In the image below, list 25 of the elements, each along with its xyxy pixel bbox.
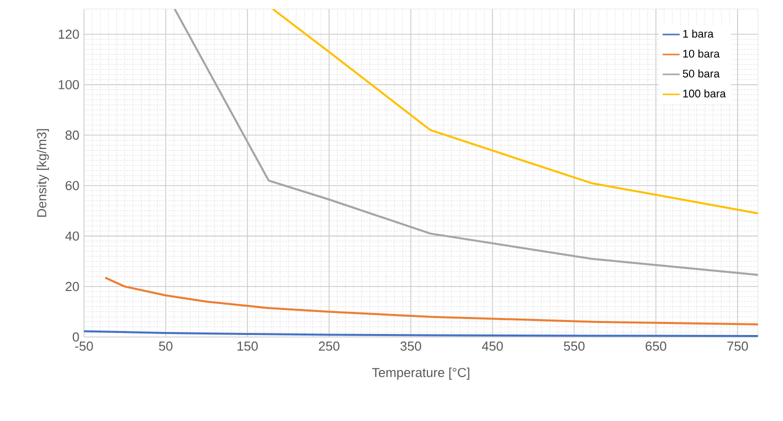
y-axis-title: Density [kg/m3] bbox=[36, 129, 49, 217]
x-tick-label: 750 bbox=[727, 342, 748, 351]
y-tick-label: 80 bbox=[66, 130, 79, 140]
x-tick-label: 50 bbox=[158, 342, 172, 351]
y-tick-label: 0 bbox=[72, 332, 79, 342]
y-tick-label: 20 bbox=[66, 282, 79, 292]
x-tick-label: 250 bbox=[318, 342, 340, 351]
x-tick-label: 350 bbox=[400, 342, 422, 351]
legend-label: 50 bara bbox=[682, 69, 720, 78]
x-axis-title: Temperature [°C] bbox=[372, 368, 470, 380]
x-tick-label: 150 bbox=[238, 342, 258, 351]
y-tick-label: 40 bbox=[65, 231, 79, 241]
x-tick-label: 650 bbox=[646, 342, 666, 351]
y-tick-label: 120 bbox=[58, 30, 79, 39]
line-series bbox=[174, 9, 758, 276]
legend-label: 100 bara bbox=[683, 89, 726, 98]
x-tick-label: 450 bbox=[482, 342, 503, 351]
legend-label: 1 bara bbox=[683, 30, 714, 38]
y-tick-label: 60 bbox=[66, 181, 79, 190]
x-tick-label: 550 bbox=[564, 342, 585, 351]
line-series bbox=[272, 9, 758, 214]
legend-label: 10 bara bbox=[683, 50, 720, 58]
x-tick-label: -50 bbox=[75, 342, 93, 351]
line-series bbox=[104, 276, 758, 326]
y-tick-label: 100 bbox=[58, 80, 79, 90]
